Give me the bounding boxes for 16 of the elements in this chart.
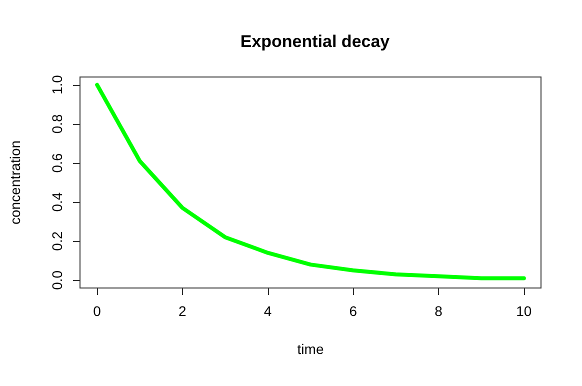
- x-tick-label: 10: [516, 303, 532, 319]
- x-tick-label: 0: [93, 303, 102, 319]
- x-tick-label: 6: [349, 303, 358, 319]
- y-axis-title: concentration: [7, 140, 23, 225]
- x-tick-label: 8: [434, 303, 443, 319]
- y-tick-label: 0.0: [49, 270, 65, 290]
- y-tick-label: 0.6: [49, 153, 65, 173]
- line-series: [95, 82, 526, 280]
- y-tick-label: 0.8: [49, 114, 65, 134]
- x-axis-title: time: [297, 341, 324, 357]
- x-tick-label: 4: [264, 303, 272, 319]
- y-tick-label: 1.0: [49, 74, 65, 95]
- y-tick-label: 0.4: [49, 192, 65, 212]
- x-tick-label: 2: [178, 303, 187, 319]
- chart-title: Exponential decay: [240, 32, 390, 51]
- y-tick-label: 0.2: [49, 231, 65, 251]
